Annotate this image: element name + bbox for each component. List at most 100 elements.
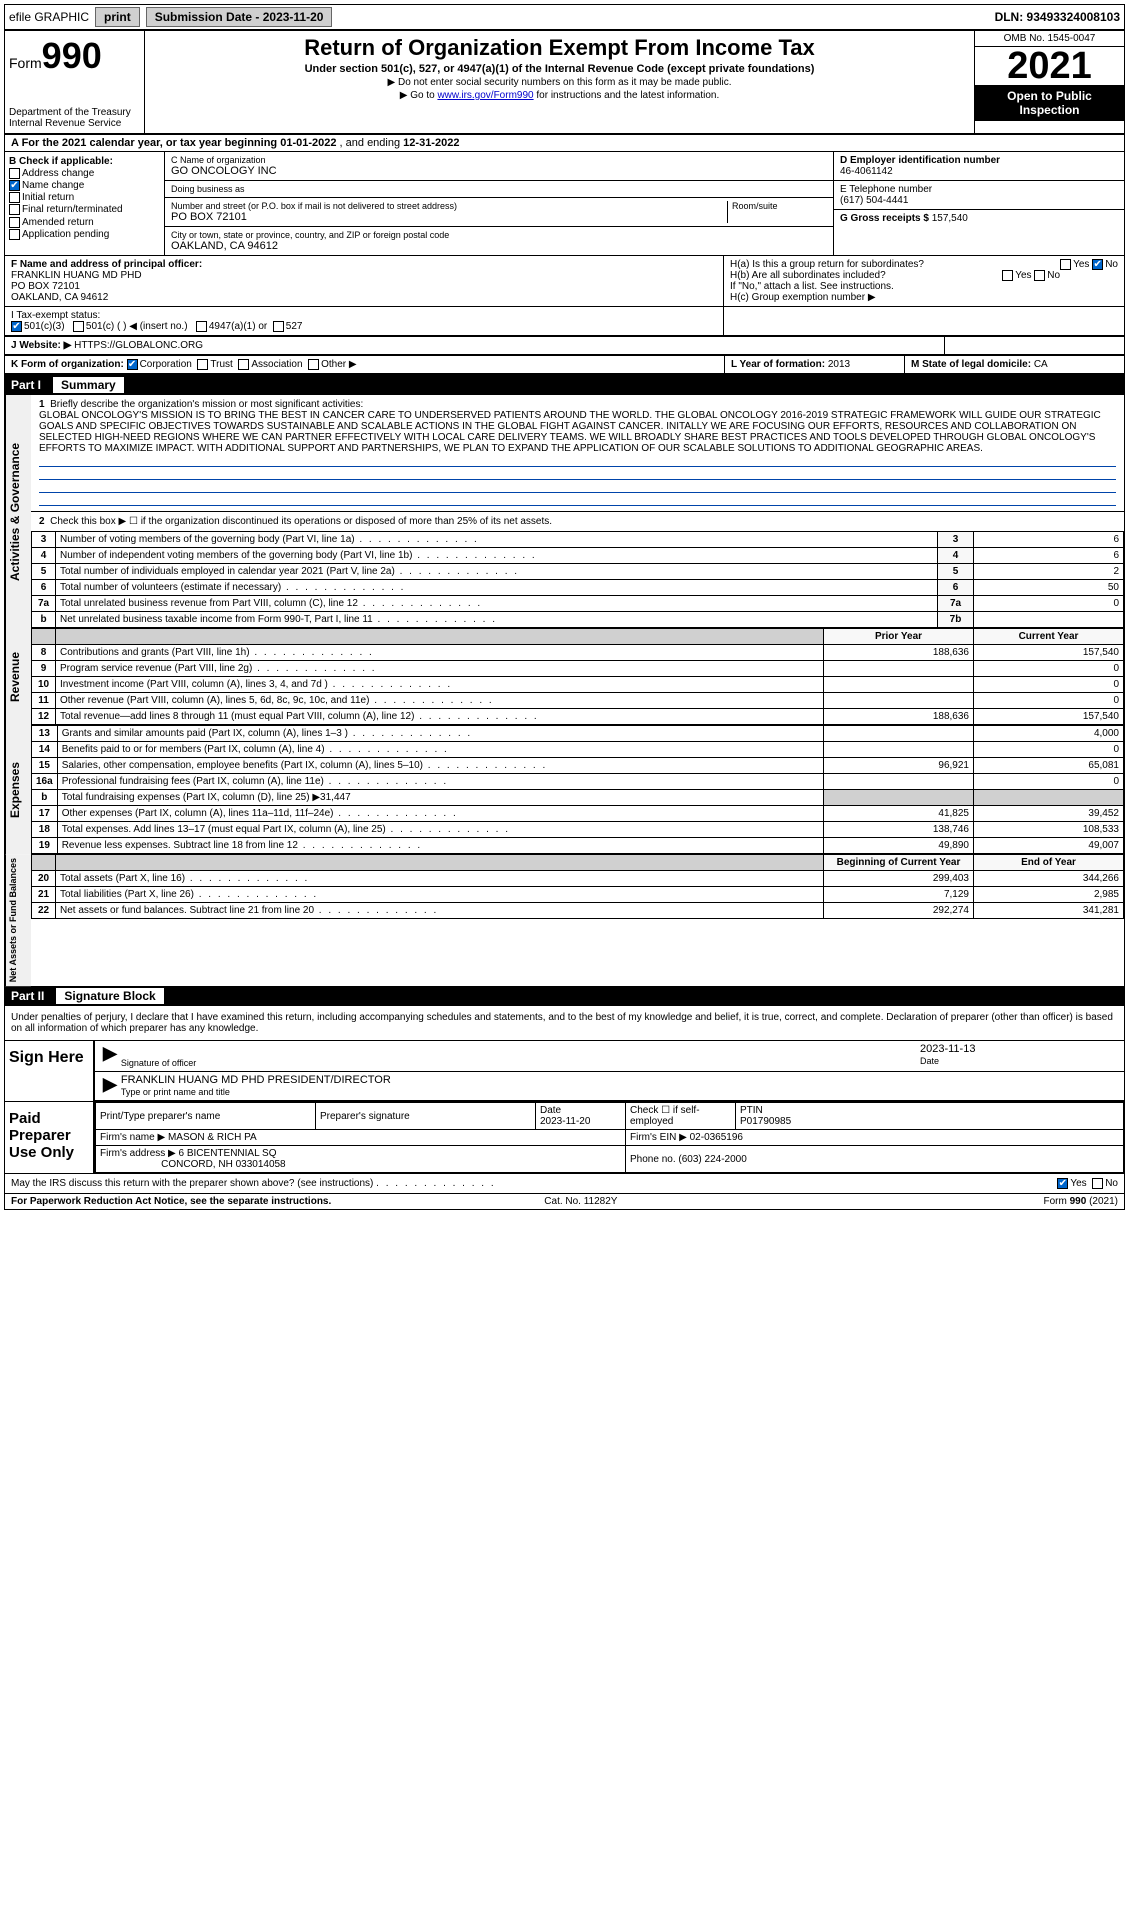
sign-here-row: Sign Here ▶ Signature of officer 2023-11… [5,1040,1124,1101]
self-emp: Check ☐ if self-employed [630,1105,700,1127]
goto-suffix: for instructions and the latest informat… [534,90,720,101]
gross-label: G Gross receipts $ [840,213,929,224]
form-note-2: ▶ Go to www.irs.gov/Form990 for instruct… [153,90,966,101]
officer-addr1: PO BOX 72101 [11,281,80,292]
chk-address-change[interactable]: Address change [9,168,160,179]
website-url: HTTPS://GLOBALONC.ORG [74,340,203,351]
row-i-j: I Tax-exempt status: ✔501(c)(3) 501(c) (… [5,307,1124,337]
hc-cell [944,337,1124,354]
group-return: H(a) Is this a group return for subordin… [724,256,1124,306]
chk-application-pending[interactable]: Application pending [9,229,160,240]
rule-line [39,468,1116,480]
city-value: OAKLAND, CA 94612 [171,240,827,252]
ptin-label: PTIN [740,1105,763,1116]
year-formation: L Year of formation: 2013 [724,356,904,373]
gross-cell: G Gross receipts $ 157,540 [834,210,1124,227]
h-note: If "No," attach a list. See instructions… [730,281,1118,292]
tax-year: 2021 [975,47,1124,85]
ptin: P01790985 [740,1116,791,1127]
firm-name-label: Firm's name ▶ [100,1132,165,1143]
officer-name-line: ▶ FRANKLIN HUANG MD PHD PRESIDENT/DIRECT… [95,1072,1124,1101]
discuss-row: May the IRS discuss this return with the… [5,1173,1124,1193]
part2-num: Part II [11,989,54,1003]
principal-officer: F Name and address of principal officer:… [5,256,724,306]
q1-label: Briefly describe the organization's miss… [50,399,363,410]
assoc: Association [251,359,302,370]
header-middle: Return of Organization Exempt From Incom… [145,31,974,133]
col-d: D Employer identification number 46-4061… [834,152,1124,255]
state-domicile: M State of legal domicile: CA [904,356,1124,373]
addr-cell: Number and street (or P.O. box if mail i… [165,198,833,227]
officer-addr2: OAKLAND, CA 94612 [11,292,108,303]
form-org-label: K Form of organization: [11,359,124,370]
phone-label: Phone no. [630,1154,676,1165]
firm-name: MASON & RICH PA [168,1132,257,1143]
tax-status-label: I Tax-exempt status: [11,310,100,321]
side-expenses: Expenses [5,725,31,854]
addr-label: Number and street (or P.O. box if mail i… [171,201,727,211]
col-c: C Name of organization GO ONCOLOGY INC D… [165,152,834,255]
chk-initial-return[interactable]: Initial return [9,192,160,203]
col-b-title: B Check if applicable: [9,156,113,167]
ein-cell: D Employer identification number 46-4061… [834,152,1124,181]
form-number: Form990 [9,35,140,77]
row-k: K Form of organization: ✔Corporation Tru… [5,356,1124,375]
ein-value: 46-4061142 [840,166,893,177]
part1-num: Part I [11,378,51,392]
print-button[interactable]: print [95,7,140,27]
q2-text: Check this box ▶ ☐ if the organization d… [50,516,552,527]
501c3: 501(c)(3) [24,321,65,332]
website-label: J Website: ▶ [11,340,71,351]
part1-title: Summary [53,377,124,393]
tel-label: E Telephone number [840,184,932,195]
form-note-1: ▶ Do not enter social security numbers o… [153,77,966,88]
trust: Trust [210,359,232,370]
tel-value: (617) 504-4441 [840,195,908,206]
prep-date-label: Date [540,1105,561,1116]
form-container: efile GRAPHIC print Submission Date - 20… [4,4,1125,1210]
hb-label: H(b) Are all subordinates included? [730,270,886,281]
chk-final-return[interactable]: Final return/terminated [9,204,160,215]
date-label: Date [920,1056,939,1066]
rule-line [39,455,1116,467]
gross-value: 157,540 [932,213,968,224]
firm-addr1: 6 BICENTENNIAL SQ [179,1148,277,1159]
org-name: GO ONCOLOGY INC [171,165,827,177]
sig-officer-line: ▶ Signature of officer 2023-11-13Date [95,1041,1124,1072]
form-of-org: K Form of organization: ✔Corporation Tru… [5,356,724,373]
expenses-table: 13Grants and similar amounts paid (Part … [31,725,1124,854]
side-revenue: Revenue [5,628,31,725]
q2-block: 2 Check this box ▶ ☐ if the organization… [31,512,1124,531]
efile-label: efile GRAPHIC [9,10,89,24]
paid-preparer-table: Print/Type preparer's name Preparer's si… [95,1102,1124,1173]
chk-name-change[interactable]: ✔Name change [9,180,160,191]
footer-left: For Paperwork Reduction Act Notice, see … [11,1196,331,1207]
other: Other ▶ [321,359,356,370]
governance-table: 3Number of voting members of the governi… [31,531,1124,628]
top-bar: efile GRAPHIC print Submission Date - 20… [5,5,1124,29]
chk-amended-return[interactable]: Amended return [9,217,160,228]
tax-exempt-status: I Tax-exempt status: ✔501(c)(3) 501(c) (… [5,307,724,336]
year-form-label: L Year of formation: [731,359,825,370]
addr-value: PO BOX 72101 [171,211,727,223]
part1-expenses: Expenses 13Grants and similar amounts pa… [5,725,1124,854]
sign-here-label: Sign Here [5,1041,95,1101]
city-cell: City or town, state or province, country… [165,227,833,255]
org-name-cell: C Name of organization GO ONCOLOGY INC [165,152,833,181]
4947a1: 4947(a)(1) or [209,321,267,332]
form-subtitle: Under section 501(c), 527, or 4947(a)(1)… [153,63,966,75]
irs-link[interactable]: www.irs.gov/Form990 [437,90,533,101]
ein-label: D Employer identification number [840,155,1000,166]
submission-date-button[interactable]: Submission Date - 2023-11-20 [146,7,333,27]
paid-preparer-row: Paid Preparer Use Only Print/Type prepar… [5,1101,1124,1173]
row-j: J Website: ▶ HTTPS://GLOBALONC.ORG [5,337,1124,356]
col-end: End of Year [974,855,1124,871]
state-val: CA [1034,359,1048,370]
netassets-table: Beginning of Current YearEnd of Year 20T… [31,854,1124,919]
header-right: OMB No. 1545-0047 2021 Open to Public In… [974,31,1124,133]
open-inspection: Open to Public Inspection [975,85,1124,121]
officer-name: FRANKLIN HUANG MD PHD [11,270,142,281]
h-extra [724,307,1124,336]
state-label: M State of legal domicile: [911,359,1031,370]
col-begin: Beginning of Current Year [824,855,974,871]
